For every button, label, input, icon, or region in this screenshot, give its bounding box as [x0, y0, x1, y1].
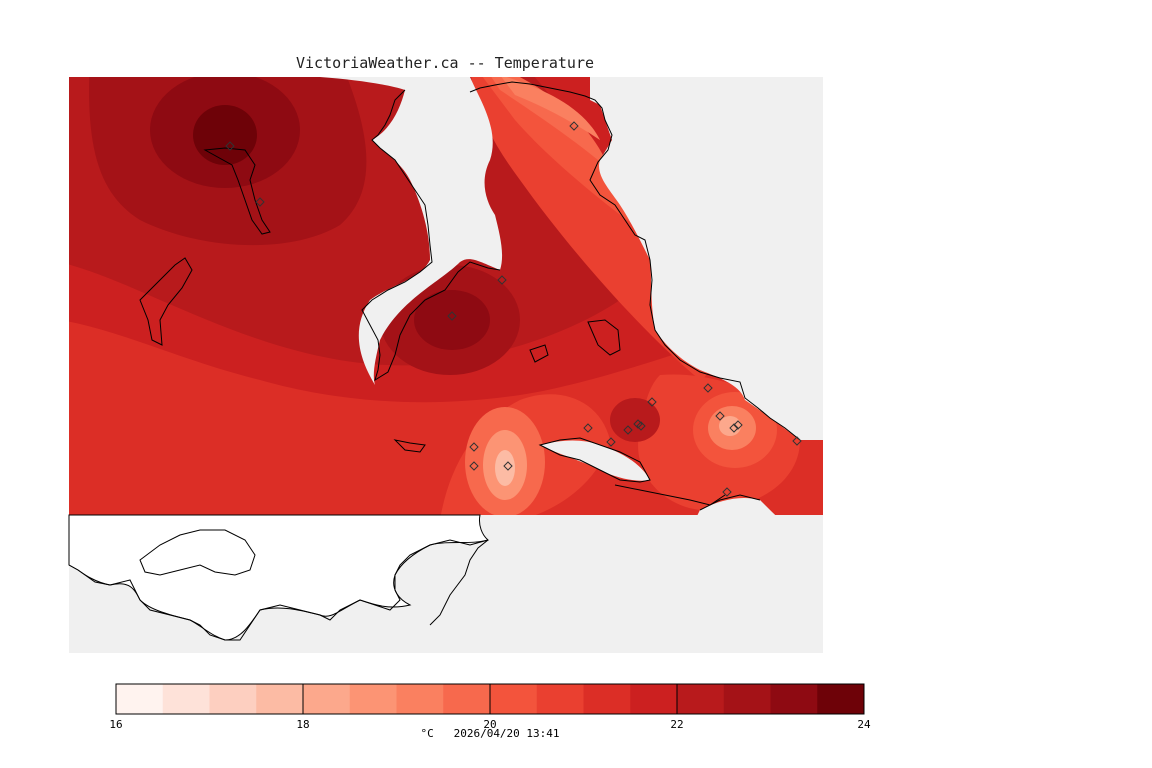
legend-colorbar: 16 18 20 22 24 — [109, 683, 871, 731]
southern-sea — [640, 498, 823, 653]
legend-caption: °C 2026/04/20 13:41 — [0, 727, 980, 740]
coastline-lake-small — [529, 344, 549, 363]
coastline-island-south — [139, 529, 256, 576]
legend-swatch — [162, 684, 210, 714]
station-marker — [225, 141, 235, 151]
contour-band-19-5 — [491, 77, 610, 170]
station-marker — [733, 420, 743, 430]
legend-swatch — [396, 684, 444, 714]
legend-swatch — [490, 684, 538, 714]
coastline-east — [469, 81, 801, 441]
legend-swatch — [536, 684, 584, 714]
station-marker — [647, 397, 657, 407]
station-marker — [703, 383, 713, 393]
unit-label: °C — [420, 727, 434, 740]
station-marker — [623, 425, 633, 435]
station-marker — [636, 421, 646, 431]
station-marker — [469, 461, 479, 471]
contour-band-20 — [482, 77, 640, 230]
station-marker — [715, 411, 725, 421]
legend-swatch — [116, 684, 164, 714]
legend-tick-label: 16 — [109, 718, 122, 731]
coastline-lake-north — [203, 147, 271, 235]
legend-swatch — [677, 684, 725, 714]
legend-swatch — [817, 684, 865, 714]
station-marker — [469, 442, 479, 452]
contour-band-20-5 — [471, 77, 711, 380]
coastline-saanich — [361, 89, 501, 382]
coastline-south — [429, 539, 489, 626]
legend-swatch — [630, 684, 678, 714]
station-marker — [255, 197, 265, 207]
station-markers — [225, 121, 802, 497]
haro-strait — [590, 77, 823, 440]
legend-swatch — [256, 684, 304, 714]
legend-swatch — [770, 684, 818, 714]
coastline-islet — [393, 439, 426, 453]
legend-swatch — [209, 684, 257, 714]
legend-tick-label: 20 — [483, 718, 496, 731]
map-title: VictoriaWeather.ca -- Temperature — [295, 54, 594, 72]
station-marker — [583, 423, 593, 433]
station-marker — [729, 423, 739, 433]
saanich-inlet — [320, 77, 503, 385]
coastline-lake-west — [139, 257, 193, 346]
timestamp-label: 2026/04/20 13:41 — [453, 727, 560, 740]
station-marker — [606, 437, 616, 447]
station-marker — [569, 121, 579, 131]
contour-band-18-east — [719, 416, 741, 436]
station-marker — [722, 487, 732, 497]
legend-tick-label: 22 — [670, 718, 683, 731]
legend-swatch — [723, 684, 771, 714]
coastline-olympic — [68, 539, 489, 641]
coastline-lake-east — [587, 319, 621, 356]
station-marker — [447, 311, 457, 321]
station-marker — [497, 275, 507, 285]
legend-tick-label: 24 — [857, 718, 871, 731]
legend-tick-label: 18 — [296, 718, 309, 731]
station-marker — [503, 461, 513, 471]
portage-inlet — [540, 440, 650, 481]
legend-swatch — [583, 684, 631, 714]
contour-band-22-se — [610, 398, 660, 442]
contour-band-17-5-south — [495, 450, 515, 486]
contour-band-23-5 — [193, 105, 257, 165]
station-marker — [792, 436, 802, 446]
coastline-victoria-south — [614, 484, 726, 506]
contour-band-19 — [501, 77, 600, 140]
legend-swatch — [303, 684, 351, 714]
coastline-harbour — [538, 437, 651, 483]
legend-swatch — [349, 684, 397, 714]
legend-swatch — [443, 684, 491, 714]
coastlines — [68, 81, 801, 641]
